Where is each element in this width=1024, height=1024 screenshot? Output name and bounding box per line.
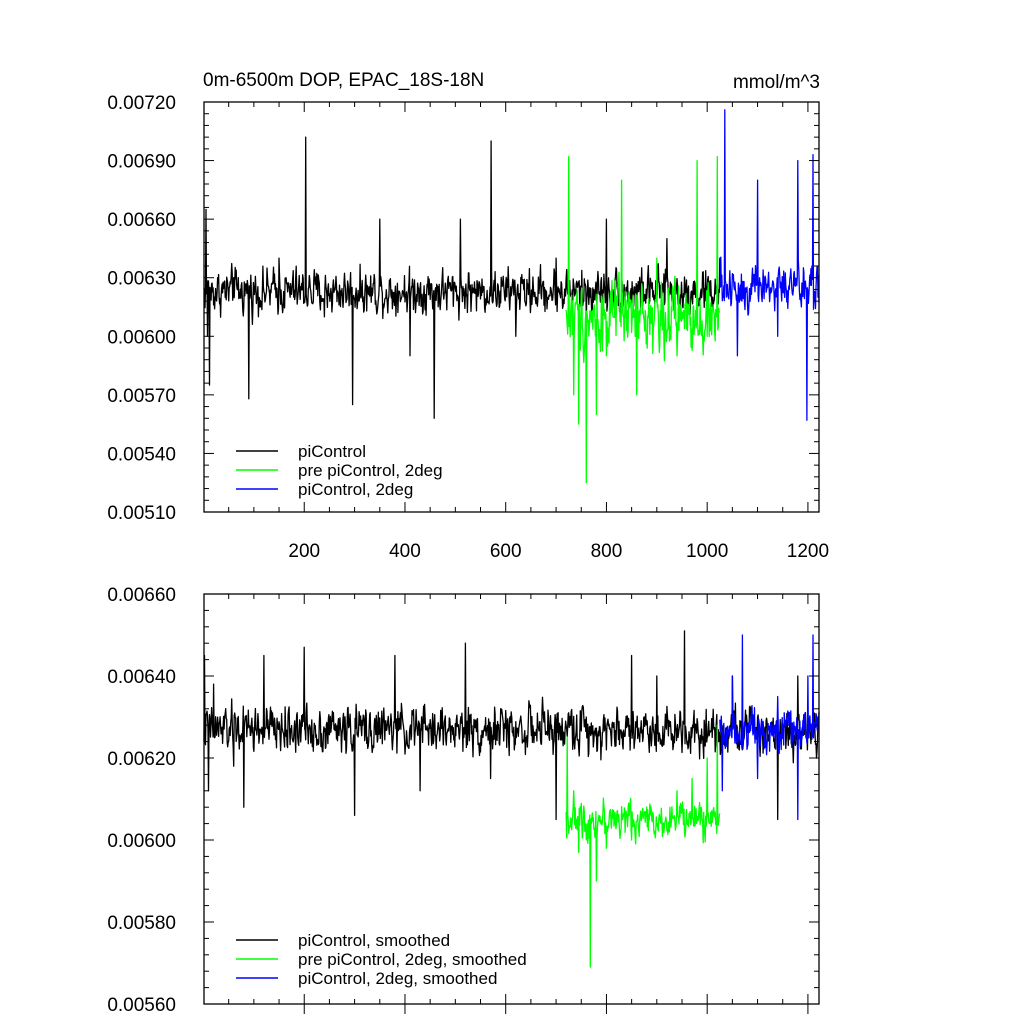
series-line (203, 630, 820, 821)
y-tick-label: 0.00640 (107, 667, 176, 688)
series-line (565, 156, 721, 484)
plot-frame (203, 101, 820, 513)
chart-title: 0m-6500m DOP, EPAC_18S-18N (203, 70, 484, 91)
series-line (565, 724, 721, 968)
series-line (203, 136, 723, 419)
x-tick-label: 1200 (787, 541, 829, 562)
y-tick-label: 0.00570 (107, 386, 176, 407)
series-layer (203, 630, 820, 968)
legend-label: pre piControl, 2deg (298, 461, 443, 480)
series-layer (203, 109, 820, 484)
x-tick-label: 800 (591, 541, 623, 562)
plot-frame (203, 593, 820, 1005)
x-tick-label: 400 (389, 541, 421, 562)
x-tick-label: 600 (490, 541, 522, 562)
panel-bottom: 0.00560 0.00580 0.00600 0.00620 0.00640 0.006… (107, 585, 820, 1016)
y-tick-labels: 0.00510 0.00540 0.00570 0.00600 0.00630 0.006… (107, 93, 176, 524)
y-tick-label: 0.00600 (107, 327, 176, 348)
series-line (719, 634, 820, 821)
y-tick-label: 0.00580 (107, 913, 176, 934)
y-tick-label: 0.00660 (107, 210, 176, 231)
y-tick-label: 0.00690 (107, 152, 176, 173)
y-tick-label: 0.00660 (107, 585, 176, 606)
y-tick-label: 0.00720 (107, 93, 176, 114)
y-tick-label: 0.00630 (107, 269, 176, 290)
x-tick-labels: 200 400 600 800 1000 1200 (288, 541, 829, 562)
x-tick-label: 1000 (686, 541, 728, 562)
legend-label: piControl, 2deg (298, 480, 413, 499)
series-line (719, 109, 820, 421)
y-tick-label: 0.00510 (107, 503, 176, 524)
legend-label: piControl, smoothed (298, 931, 450, 950)
legend-label: piControl, 2deg, smoothed (298, 969, 497, 988)
legend-label: pre piControl, 2deg, smoothed (298, 950, 527, 969)
y-tick-label: 0.00600 (107, 831, 176, 852)
x-tick-label: 200 (288, 541, 320, 562)
ticks-layer (204, 101, 819, 513)
panel-top: 0m-6500m DOP, EPAC_18S-18N mmol/m^3 0.00… (107, 70, 829, 562)
legend-label: piControl (298, 442, 366, 461)
y-tick-labels: 0.00560 0.00580 0.00600 0.00620 0.00640 0.006… (107, 585, 176, 1016)
y-tick-label: 0.00620 (107, 749, 176, 770)
y-tick-label: 0.00540 (107, 444, 176, 465)
y-tick-label: 0.00560 (107, 995, 176, 1016)
units-label: mmol/m^3 (733, 72, 820, 93)
